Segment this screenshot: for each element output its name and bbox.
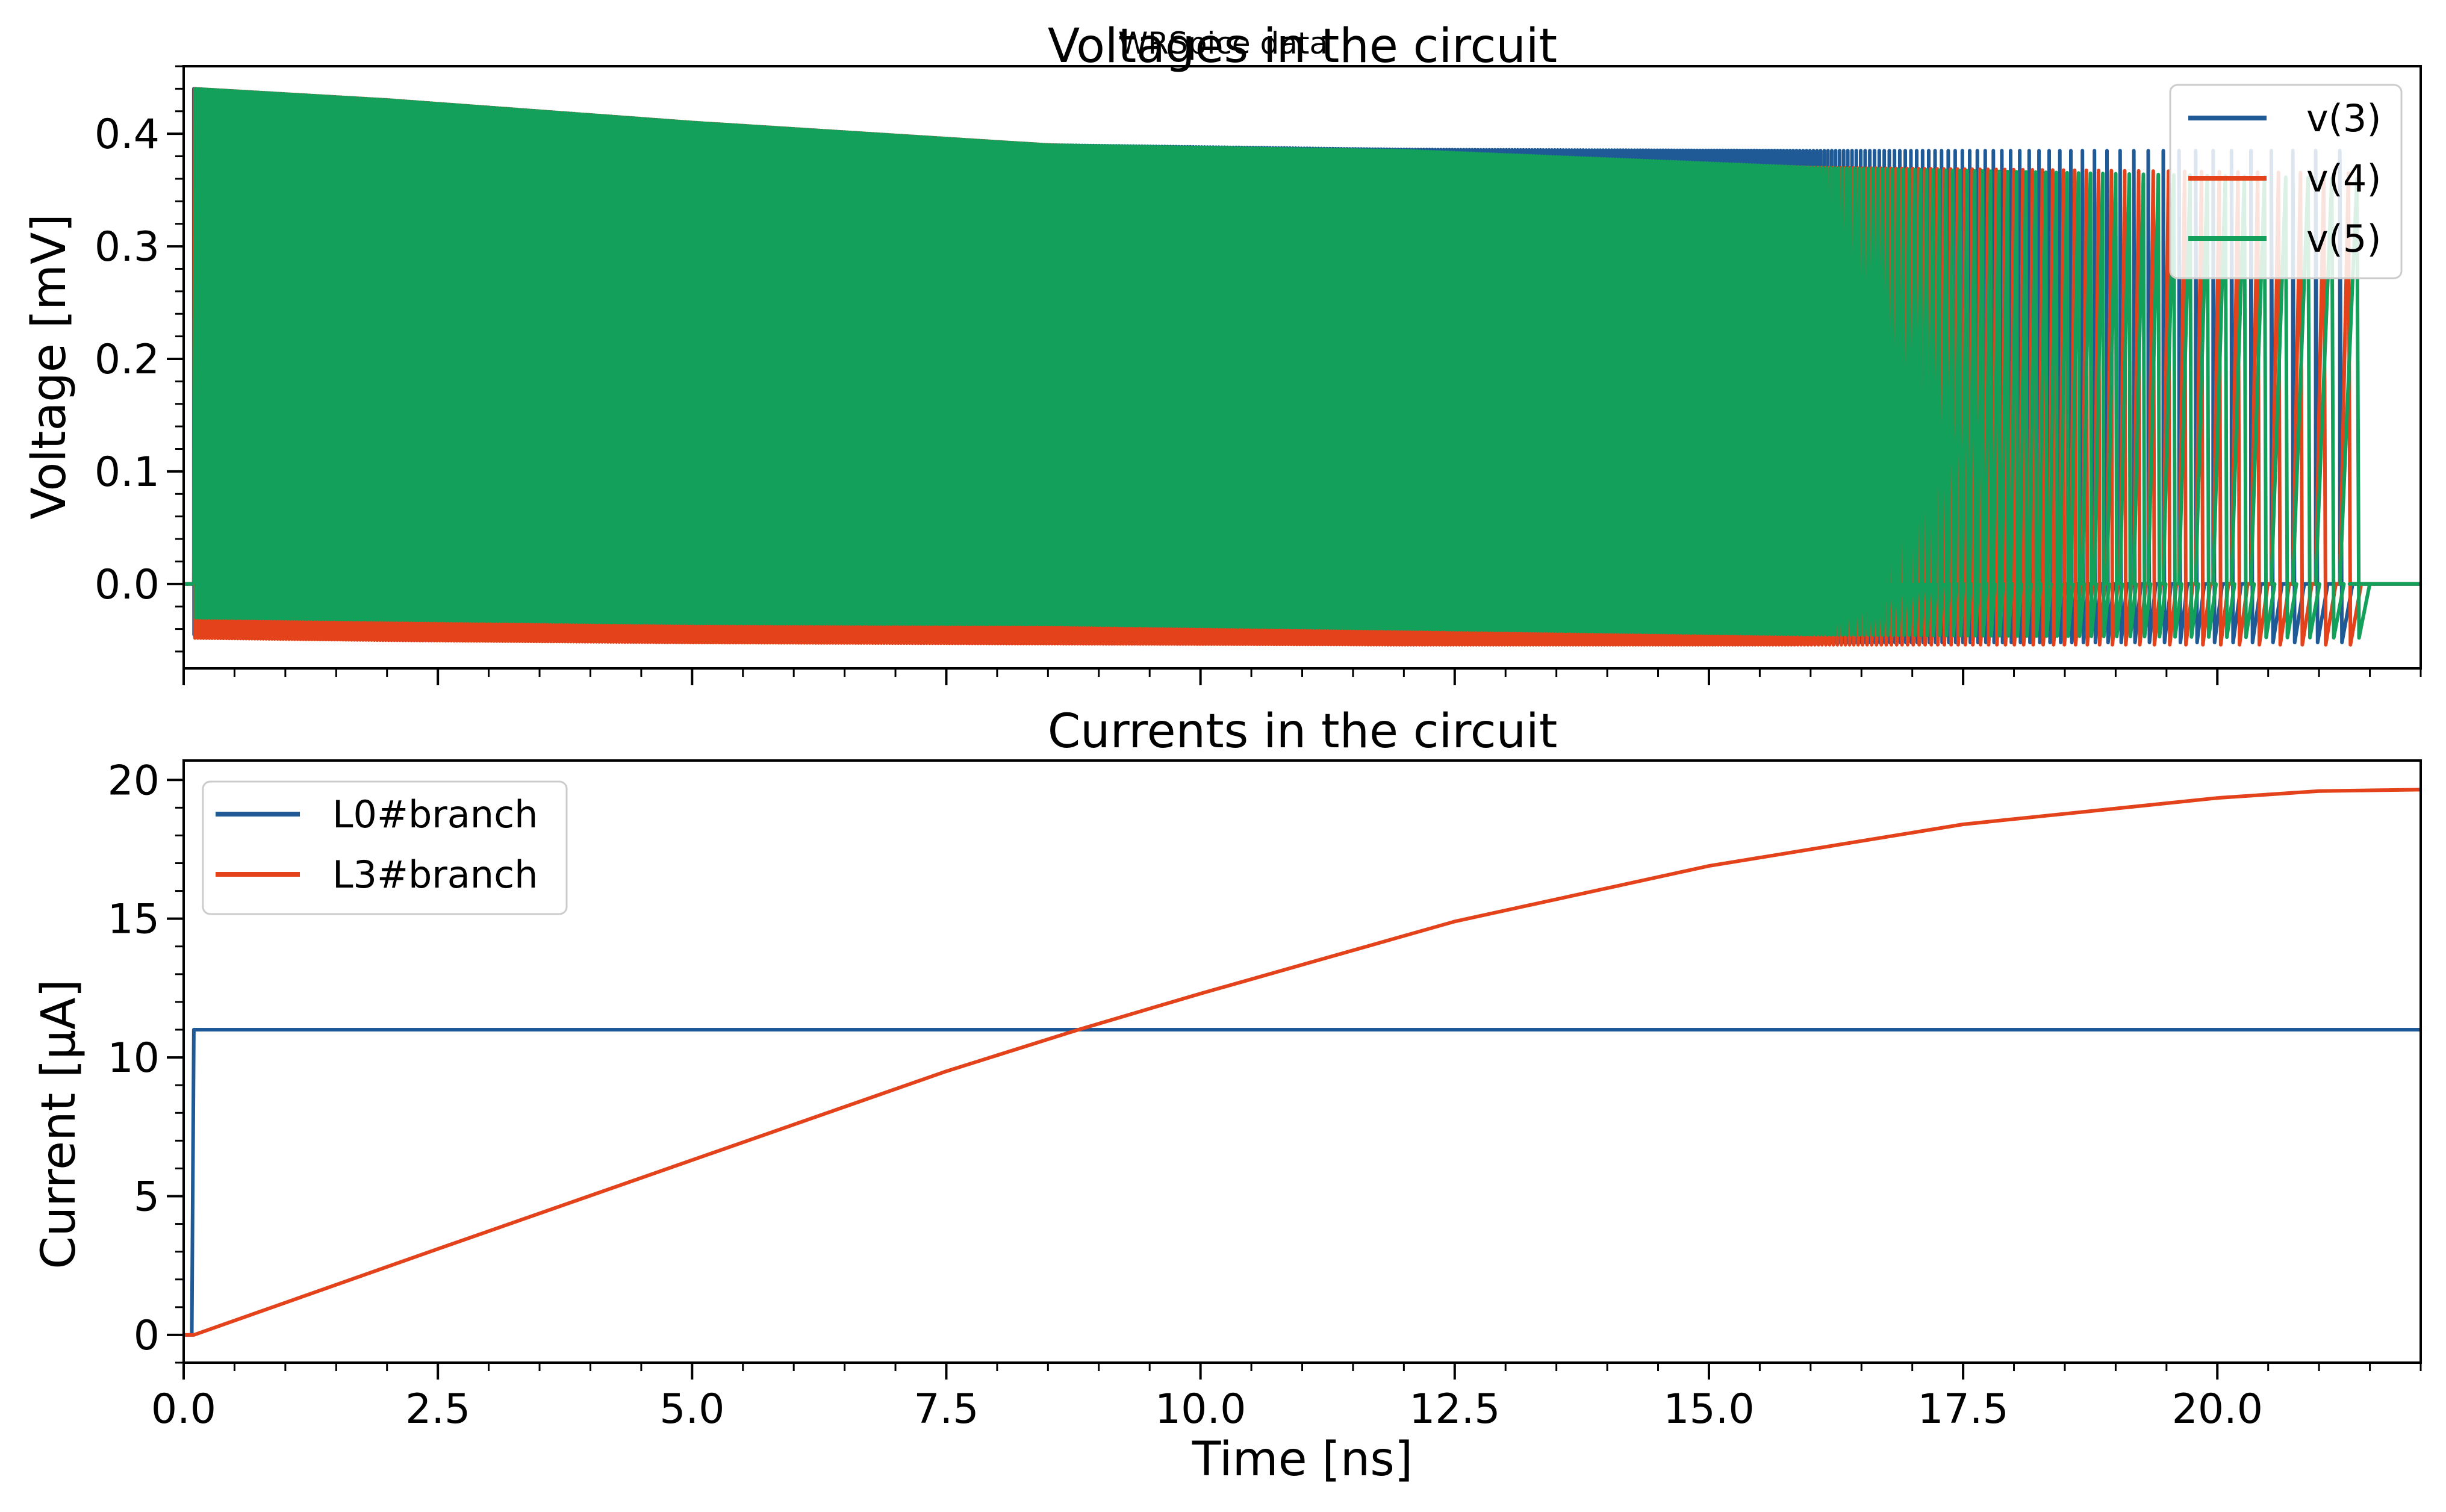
voltage-panel-title: Voltages in the circuit [1048, 19, 1557, 73]
current-plot-area [184, 788, 2421, 1337]
x-tick-label: 7.5 [913, 1386, 979, 1433]
plot-lines-1 [184, 788, 2421, 1337]
current-legend: L0#branch L3#branch [202, 780, 568, 915]
y-tick-label: 5 [134, 1174, 160, 1221]
plot-lines-0 [184, 87, 2421, 647]
y-tick-label: 0.2 [95, 336, 160, 384]
voltage-plot-area [184, 87, 2421, 647]
legend-label-v5: v(5) [2306, 217, 2382, 261]
x-tick-label: 20.0 [2172, 1386, 2263, 1433]
legend-label-l3-branch: L3#branch [332, 853, 538, 897]
y-tick-label: 0.1 [95, 449, 160, 496]
voltage-legend-box [2169, 84, 2403, 279]
x-tick-label: 2.5 [405, 1386, 470, 1433]
voltage-legend: v(3) v(4) v(5) [2169, 84, 2403, 279]
y-tick-label: 0 [134, 1312, 160, 1360]
time-x-axis-label: Time [ns] [1192, 1433, 1413, 1487]
legend-label-v3: v(3) [2306, 96, 2382, 140]
y-tick-label: 0.3 [95, 223, 160, 271]
current-y-axis-label: Current [μA] [32, 979, 86, 1269]
y-tick-label: 15 [107, 896, 160, 944]
series-line-l3-branch [184, 788, 2421, 1337]
current-panel: Currents in the circuit Current [μA] Tim… [32, 705, 2422, 1487]
current-axes: 0 5 10 15 20 0.0 2.5 5.0 7.5 10.0 12.5 15.0 17.5 20.0 [107, 757, 2422, 1433]
figure-suptitle: WRSpice data [1118, 26, 1328, 61]
x-tick-label: 12.5 [1409, 1386, 1500, 1433]
x-tick-label: 0.0 [151, 1386, 216, 1433]
series-line-v-5- [184, 87, 2421, 640]
current-panel-title: Currents in the circuit [1048, 705, 1558, 759]
legend-label-l0-branch: L0#branch [332, 792, 538, 836]
voltage-panel: Voltages in the circuit Voltage [mV] 0.0… [22, 19, 2422, 685]
x-tick-label: 5.0 [659, 1386, 724, 1433]
y-tick-label: 10 [107, 1034, 160, 1082]
x-tick-label: 10.0 [1155, 1386, 1246, 1433]
y-tick-label: 0.4 [95, 111, 160, 158]
y-tick-label: 0.0 [95, 561, 160, 609]
x-tick-label: 15.0 [1663, 1386, 1754, 1433]
legend-label-v4: v(4) [2306, 157, 2382, 201]
voltage-y-axis-label: Voltage [mV] [22, 214, 76, 520]
voltage-axes: 0.0 0.1 0.2 0.3 0.4 [95, 65, 2422, 685]
y-tick-label: 20 [107, 757, 160, 804]
x-tick-label: 17.5 [1917, 1386, 2008, 1433]
